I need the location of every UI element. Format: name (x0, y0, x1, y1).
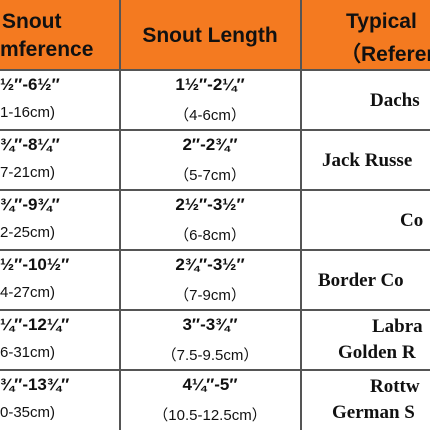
row-divider (0, 189, 430, 191)
breed: Border Co (318, 270, 404, 291)
circumference: ¾″-8¼″ (0, 135, 60, 154)
circumference-cm: 2-25cm) (0, 224, 56, 241)
snout-length: 1½″-2¼″ (175, 75, 245, 94)
snout-length: 3″-3¾″ (182, 315, 238, 334)
column-divider (119, 0, 121, 430)
header-row (0, 0, 430, 70)
circumference: ¾″-9¾″ (0, 195, 60, 214)
breed: German S (332, 402, 415, 423)
circumference: ½″-10½″ (0, 255, 70, 274)
snout-length-cm: （7-9cm） (174, 287, 246, 304)
snout-length-cm: （7.5-9.5cm） (161, 347, 259, 364)
row-divider (0, 129, 430, 131)
row-divider (0, 69, 430, 71)
snout-length-cm: （6-8cm） (174, 227, 246, 244)
breed: Dachs (370, 90, 420, 111)
circumference-cm: 1-16cm) (0, 104, 56, 121)
breed: Co (400, 210, 424, 231)
header-text: Snout Length (142, 24, 278, 47)
snout-length: 2¾″-3½″ (175, 255, 245, 274)
circumference-cm: 0-35cm) (0, 404, 56, 421)
breed: Rottw (370, 376, 420, 397)
circumference-cm: 6-31cm) (0, 344, 56, 361)
snout-length-cm: （4-6cm） (174, 107, 246, 124)
row-divider (0, 309, 430, 311)
column-divider (300, 0, 302, 430)
snout-length: 2″-2¾″ (182, 135, 238, 154)
snout-length-cm: （5-7cm） (174, 167, 246, 184)
circumference: ½″-6½″ (0, 75, 60, 94)
snout-length: 4¼″-5″ (182, 375, 238, 394)
snout-length-cm: （10.5-12.5cm） (153, 407, 267, 424)
breed: Golden R (338, 342, 416, 363)
circumference-cm: 4-27cm) (0, 284, 56, 301)
header-text: Snout (2, 10, 62, 33)
breed: Labra (372, 316, 423, 337)
circumference: ¾″-13¾″ (0, 375, 70, 394)
row-divider (0, 249, 430, 251)
snout-length: 2½″-3½″ (175, 195, 245, 214)
header-text: Typical (346, 10, 417, 33)
circumference: ¼″-12¼″ (0, 315, 70, 334)
header-text: （Referen (340, 43, 430, 66)
circumference-cm: 7-21cm) (0, 164, 56, 181)
breed: Jack Russe (322, 150, 413, 171)
row-divider (0, 369, 430, 371)
header-text: mference (0, 38, 94, 61)
